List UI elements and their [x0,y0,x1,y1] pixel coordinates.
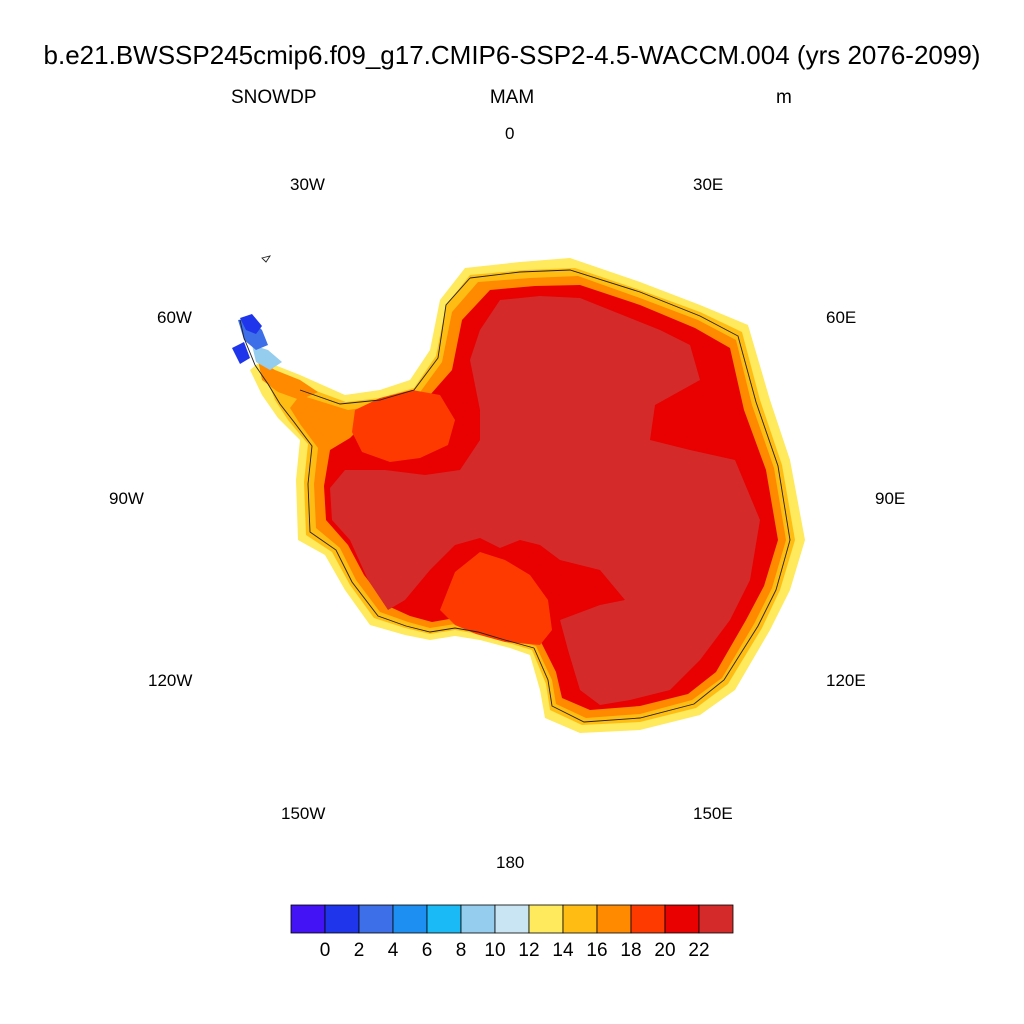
colorbar-box [426,904,462,934]
colorbar-box [324,904,360,934]
units-label: m [776,87,792,108]
coastline-west [239,319,535,649]
colorbar-tick-labels: 0 2 4 6 8 10 12 14 16 18 20 22 [320,940,710,961]
weddell-ice-shelf [352,390,455,462]
small-island [261,255,272,263]
peninsula-darkblue [240,314,262,334]
lon-label-60e: 60E [826,308,857,327]
colorbar-tick-label: 16 [586,940,607,961]
lon-label-30e: 30E [693,175,724,194]
lon-label-60w: 60W [157,308,192,327]
colorbar-box [528,904,564,934]
lon-label-90e: 90E [875,489,906,508]
lon-label-0: 0 [505,124,515,143]
coastline-weddell [299,277,471,405]
colorbar-tick-label: 12 [518,940,539,961]
peninsula-lightblue [252,345,282,370]
colorbar-tick-label: 2 [354,940,365,961]
colorbar-box [596,904,632,934]
lon-label-150w: 150W [281,804,326,823]
colorbar-tick-label: 4 [388,940,399,961]
lon-label-120e: 120E [826,671,866,690]
colorbar-box [494,904,530,934]
season-label: MAM [489,87,535,108]
coastline [239,255,791,723]
peninsula-darkblue-2 [232,342,250,364]
lon-label-120w: 120W [148,671,193,690]
colorbar-tick-label: 20 [654,940,675,961]
colorbar-tick-label: 0 [320,940,331,961]
colorbar-boxes [290,904,734,934]
lon-label-180: 180 [496,853,525,872]
colorbar-tick-label: 14 [552,940,574,961]
colorbar-tick-label: 22 [688,940,709,961]
colorbar-box [358,904,394,934]
plot-title: b.e21.BWSSP245cmip6.f09_g17.CMIP6-SSP2-4… [43,40,981,70]
interior-region [330,296,760,705]
lon-label-90w: 90W [109,489,144,508]
variable-label: SNOWDP [231,87,317,108]
colorbar-box [460,904,496,934]
peninsula-orange [258,360,318,400]
colorbar-tick-label: 8 [456,940,467,961]
colorbar-tick-label: 6 [422,940,433,961]
antarctic-peninsula [232,314,318,400]
colorbar-box [664,904,700,934]
colorbar-box [630,904,666,934]
colorbar-tick-label: 10 [484,940,505,961]
colorbar-box [698,904,734,934]
colorbar-box [392,904,428,934]
lon-label-150e: 150E [693,804,733,823]
colorbar-tick-label: 18 [620,940,641,961]
ross-sea-embayment [352,390,552,645]
lon-label-30w: 30W [290,175,325,194]
interior-ice-sheet [330,296,760,705]
ross-ice-shelf [440,552,552,645]
colorbar-box [290,904,326,934]
coastline-east [469,269,791,723]
colorbar-box [562,904,598,934]
